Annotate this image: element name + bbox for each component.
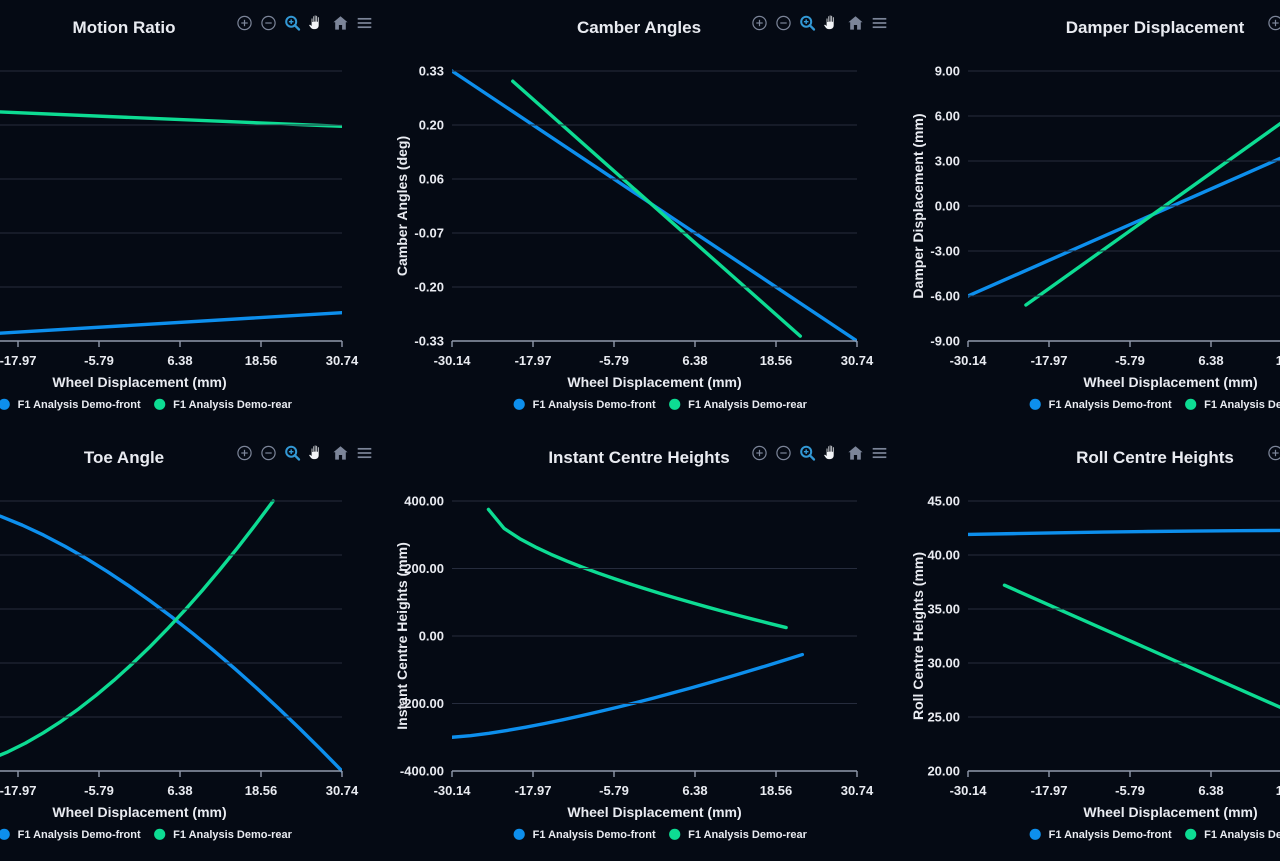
svg-text:Roll Centre Heights: Roll Centre Heights [1076, 448, 1234, 467]
svg-text:F1 Analysis Demo-rear: F1 Analysis Demo-rear [1204, 829, 1280, 841]
svg-text:25.00: 25.00 [927, 710, 960, 725]
svg-text:-17.97: -17.97 [515, 353, 552, 368]
svg-text:F1 Analysis Demo-rear: F1 Analysis Demo-rear [173, 399, 293, 411]
svg-text:F1 Analysis Demo-front: F1 Analysis Demo-front [1048, 829, 1171, 841]
svg-text:0.20: 0.20 [419, 118, 444, 133]
svg-text:18.56: 18.56 [760, 783, 793, 798]
svg-text:35.00: 35.00 [927, 602, 960, 617]
svg-text:-5.79: -5.79 [1115, 353, 1145, 368]
svg-text:-5.79: -5.79 [84, 783, 114, 798]
svg-text:-6.00: -6.00 [930, 289, 960, 304]
svg-text:18.56: 18.56 [1275, 353, 1280, 368]
svg-text:200.00: 200.00 [404, 561, 444, 576]
svg-text:6.38: 6.38 [682, 353, 707, 368]
svg-text:Damper Displacement: Damper Displacement [1065, 18, 1244, 37]
svg-text:18.56: 18.56 [1275, 783, 1280, 798]
svg-text:-17.97: -17.97 [0, 353, 36, 368]
svg-text:-30.14: -30.14 [949, 783, 987, 798]
svg-text:0.00: 0.00 [419, 629, 444, 644]
svg-text:Wheel Displacement (mm): Wheel Displacement (mm) [1083, 804, 1257, 820]
svg-text:0.33: 0.33 [419, 64, 444, 79]
svg-text:F1 Analysis Demo-front: F1 Analysis Demo-front [17, 829, 140, 841]
svg-text:Instant Centre Heights (mm): Instant Centre Heights (mm) [394, 542, 410, 729]
svg-text:6.38: 6.38 [167, 353, 192, 368]
svg-text:F1 Analysis Demo-front: F1 Analysis Demo-front [17, 399, 140, 411]
svg-text:-17.97: -17.97 [1030, 783, 1067, 798]
svg-text:6.38: 6.38 [167, 783, 192, 798]
svg-text:Wheel Displacement (mm): Wheel Displacement (mm) [1083, 374, 1257, 390]
svg-text:Wheel Displacement (mm): Wheel Displacement (mm) [52, 804, 226, 820]
svg-text:-5.79: -5.79 [599, 783, 629, 798]
svg-text:Damper Displacement (mm): Damper Displacement (mm) [910, 113, 926, 298]
svg-text:400.00: 400.00 [404, 494, 444, 509]
svg-text:Roll Centre Heights (mm): Roll Centre Heights (mm) [910, 552, 926, 720]
svg-text:3.00: 3.00 [934, 154, 959, 169]
svg-text:18.56: 18.56 [760, 353, 793, 368]
svg-text:Instant Centre Heights: Instant Centre Heights [548, 448, 729, 467]
svg-text:30.74: 30.74 [325, 353, 358, 368]
svg-text:20.00: 20.00 [927, 764, 960, 779]
svg-text:-17.97: -17.97 [0, 783, 36, 798]
svg-text:30.74: 30.74 [841, 783, 874, 798]
svg-text:Camber Angles (deg): Camber Angles (deg) [394, 136, 410, 276]
svg-text:F1 Analysis Demo-rear: F1 Analysis Demo-rear [688, 829, 808, 841]
svg-text:-400.00: -400.00 [400, 764, 444, 779]
svg-text:9.00: 9.00 [934, 64, 959, 79]
svg-text:Wheel Displacement (mm): Wheel Displacement (mm) [567, 374, 741, 390]
svg-text:18.56: 18.56 [244, 353, 277, 368]
svg-text:-5.79: -5.79 [84, 353, 114, 368]
svg-text:-0.33: -0.33 [414, 334, 444, 349]
svg-text:-17.97: -17.97 [1030, 353, 1067, 368]
svg-text:F1 Analysis Demo-rear: F1 Analysis Demo-rear [173, 829, 293, 841]
svg-text:6.00: 6.00 [934, 109, 959, 124]
svg-text:Toe Angle: Toe Angle [83, 448, 163, 467]
svg-text:30.00: 30.00 [927, 656, 960, 671]
svg-text:0.00: 0.00 [934, 199, 959, 214]
svg-text:F1 Analysis Demo-rear: F1 Analysis Demo-rear [688, 399, 808, 411]
svg-text:-5.79: -5.79 [1115, 783, 1145, 798]
svg-text:30.74: 30.74 [325, 783, 358, 798]
svg-text:6.38: 6.38 [1198, 353, 1223, 368]
svg-text:-17.97: -17.97 [515, 783, 552, 798]
svg-text:18.56: 18.56 [244, 783, 277, 798]
svg-text:-3.00: -3.00 [930, 244, 960, 259]
svg-text:30.74: 30.74 [841, 353, 874, 368]
svg-text:F1 Analysis Demo-front: F1 Analysis Demo-front [533, 829, 656, 841]
svg-text:-5.79: -5.79 [599, 353, 629, 368]
svg-text:-30.14: -30.14 [434, 783, 472, 798]
svg-text:-30.14: -30.14 [434, 353, 472, 368]
svg-text:Camber Angles: Camber Angles [577, 18, 701, 37]
svg-text:Wheel Displacement (mm): Wheel Displacement (mm) [567, 804, 741, 820]
svg-text:-9.00: -9.00 [930, 334, 960, 349]
svg-text:-30.14: -30.14 [949, 353, 987, 368]
svg-text:-0.20: -0.20 [414, 280, 444, 295]
svg-text:-0.07: -0.07 [414, 226, 444, 241]
svg-text:F1 Analysis Demo-front: F1 Analysis Demo-front [533, 399, 656, 411]
svg-text:F1 Analysis Demo-front: F1 Analysis Demo-front [1048, 399, 1171, 411]
svg-text:40.00: 40.00 [927, 548, 960, 563]
svg-text:6.38: 6.38 [1198, 783, 1223, 798]
svg-text:0.06: 0.06 [419, 172, 444, 187]
svg-text:Wheel Displacement (mm): Wheel Displacement (mm) [52, 374, 226, 390]
svg-text:Motion Ratio: Motion Ratio [72, 18, 175, 37]
svg-text:45.00: 45.00 [927, 494, 960, 509]
svg-text:F1 Analysis Demo-rear: F1 Analysis Demo-rear [1204, 399, 1280, 411]
svg-text:6.38: 6.38 [682, 783, 707, 798]
